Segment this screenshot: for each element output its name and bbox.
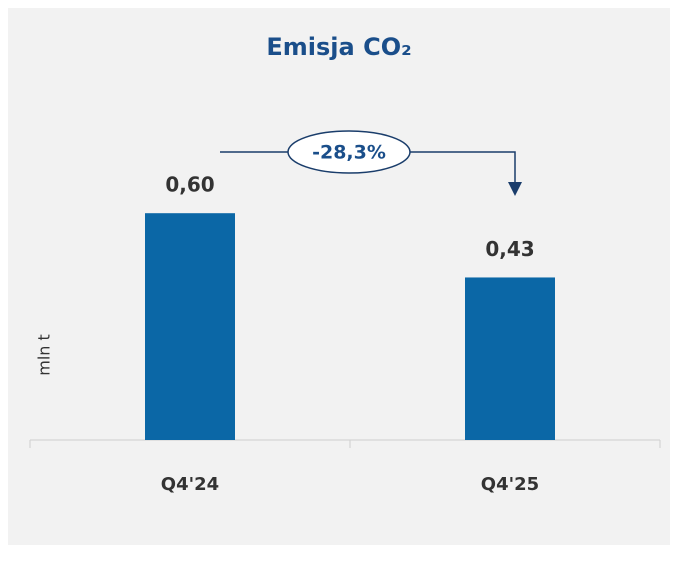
annotation-arrow xyxy=(508,182,522,196)
y-axis-label: mln t xyxy=(35,334,54,376)
annotation: -28,3% xyxy=(220,130,522,196)
x-tick-label: Q4'24 xyxy=(161,474,219,495)
annotation-text: -28,3% xyxy=(312,142,386,164)
bar xyxy=(145,213,235,440)
annotation-bubble xyxy=(287,130,411,174)
chart-title: Emisja CO₂ xyxy=(266,33,411,61)
panel xyxy=(8,8,670,545)
x-tick-label: Q4'25 xyxy=(481,474,539,495)
annotation-line xyxy=(410,151,516,182)
value-label: 0,43 xyxy=(485,237,534,261)
value-label: 0,60 xyxy=(165,173,214,197)
bar xyxy=(465,277,555,440)
